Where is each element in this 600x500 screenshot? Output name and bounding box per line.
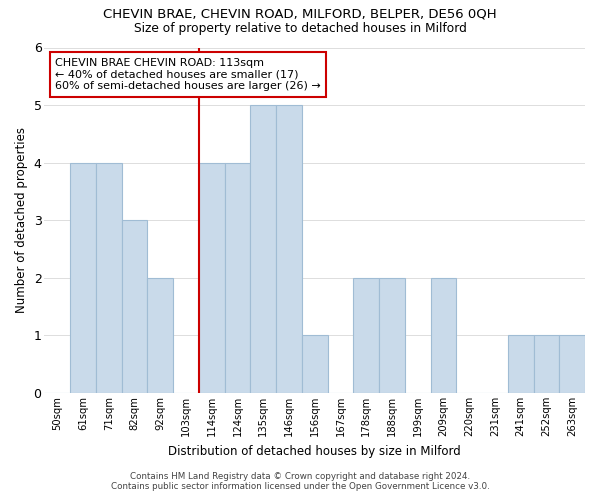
Bar <box>250 105 276 393</box>
Bar <box>70 162 96 393</box>
Bar <box>96 162 122 393</box>
Bar <box>508 336 533 393</box>
Bar <box>276 105 302 393</box>
Bar <box>148 278 173 393</box>
X-axis label: Distribution of detached houses by size in Milford: Distribution of detached houses by size … <box>168 444 461 458</box>
Text: Size of property relative to detached houses in Milford: Size of property relative to detached ho… <box>134 22 466 35</box>
Bar <box>224 162 250 393</box>
Bar <box>379 278 405 393</box>
Y-axis label: Number of detached properties: Number of detached properties <box>15 128 28 314</box>
Bar <box>302 336 328 393</box>
Text: Contains HM Land Registry data © Crown copyright and database right 2024.
Contai: Contains HM Land Registry data © Crown c… <box>110 472 490 491</box>
Bar <box>353 278 379 393</box>
Text: CHEVIN BRAE, CHEVIN ROAD, MILFORD, BELPER, DE56 0QH: CHEVIN BRAE, CHEVIN ROAD, MILFORD, BELPE… <box>103 8 497 20</box>
Bar <box>122 220 148 393</box>
Bar <box>559 336 585 393</box>
Bar <box>199 162 224 393</box>
Bar <box>533 336 559 393</box>
Text: CHEVIN BRAE CHEVIN ROAD: 113sqm
← 40% of detached houses are smaller (17)
60% of: CHEVIN BRAE CHEVIN ROAD: 113sqm ← 40% of… <box>55 58 321 91</box>
Bar <box>431 278 456 393</box>
